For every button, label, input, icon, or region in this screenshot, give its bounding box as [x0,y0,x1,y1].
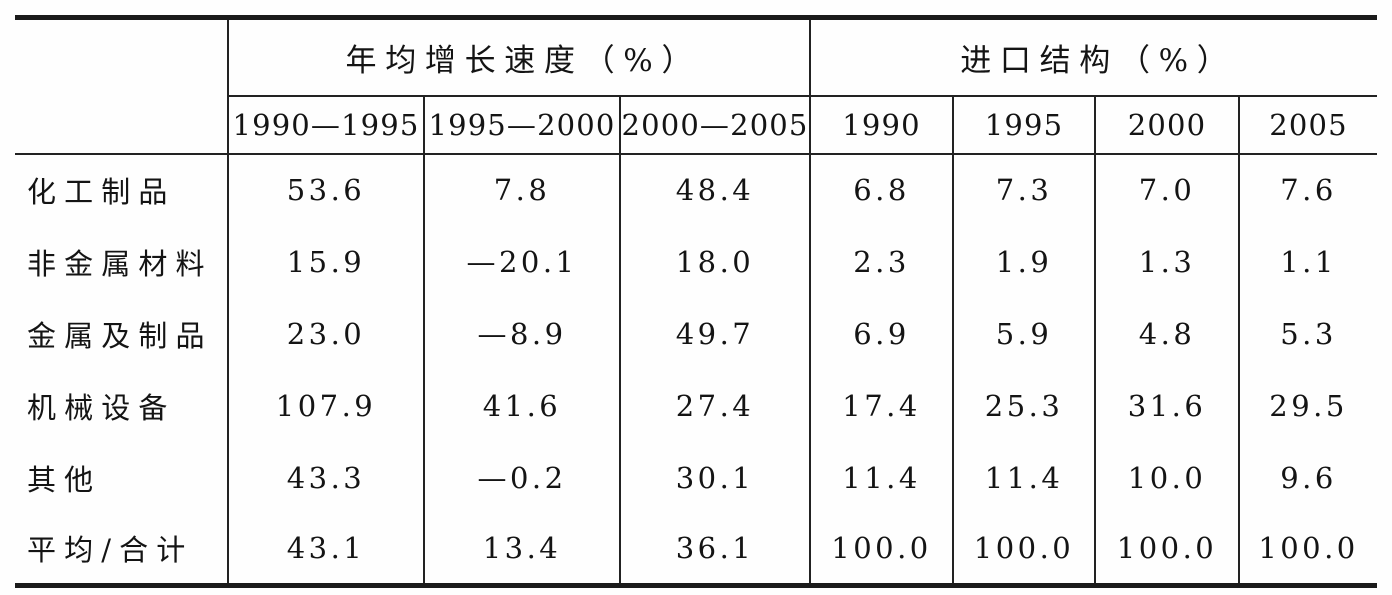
value-cell: —0.2 [424,441,621,514]
value-cell: 17.4 [810,369,955,442]
row-label-cell: 平均/合计 [15,513,229,586]
value-cell: 48.4 [620,153,812,226]
value-cell: 7.8 [424,153,621,226]
value-cell: 10.0 [1095,441,1241,514]
value-cell: 1.1 [1280,244,1337,279]
value-cell: 6.8 [810,153,955,226]
col-header-1995-2000: 1995—2000 [424,95,621,155]
value-cell: 7.3 [953,153,1097,226]
value-cell: 100.0 [1095,513,1241,586]
value-cell: 30.1 [620,441,812,514]
value-cell: 11.4 [953,441,1097,514]
value-cell: 7.0 [1095,153,1241,226]
value-cell: 36.1 [620,513,812,586]
value-cell: 2.3 [810,225,955,298]
value-cell: 49.7 [620,297,812,370]
value-cell: 18.0 [620,225,812,298]
col-header-1990: 1990 [810,95,955,155]
row-label-cell: 非金属材料 [15,225,229,298]
col-header-2000: 2000 [1095,95,1241,155]
table-row: 机械设备 107.9 41.6 27.4 17.4 25.3 31.6 29.5 [15,369,1377,442]
value-cell: 5.3 [1280,316,1337,351]
value-cell: 15.9 [228,225,425,298]
row-label-cell: 其他 [15,441,229,514]
col-header-2005: 2005 [1239,95,1378,155]
table-row: 非金属材料 15.9 —20.1 18.0 2.3 1.9 1.3 1.1 [15,225,1377,298]
value-cell: 107.9 [228,369,425,442]
table-row: 化工制品 53.6 7.8 48.4 6.8 7.3 7.0 7.6 [15,153,1377,226]
table-row: 金属及制品 23.0 —8.9 49.7 6.9 5.9 4.8 5.3 [15,297,1377,370]
col-header-1990-1995: 1990—1995 [228,95,425,155]
statistics-table: 年均增长速度（%） 进口结构（%） 1990—1995 1995—2000 20… [15,15,1378,588]
col-header-2000-2005: 2000—2005 [620,95,812,155]
value-cell: —8.9 [424,297,621,370]
value-cell: 43.3 [228,441,425,514]
value-cell: —20.1 [424,225,621,298]
value-cell: 7.6 [1280,173,1337,207]
value-cell: 4.8 [1095,297,1241,370]
header-group-row: 年均增长速度（%） 进口结构（%） [15,17,1378,155]
value-cell: 100.0 [1258,531,1359,566]
value-cell: 43.1 [228,513,425,586]
table-sheet: 年均增长速度（%） 进口结构（%） 1990—1995 1995—2000 20… [15,15,1378,588]
corner-cell [15,17,229,155]
value-cell: 6.9 [810,297,955,370]
value-cell: 23.0 [228,297,425,370]
row-label-cell: 化工制品 [15,153,229,226]
value-cell: 41.6 [424,369,621,442]
value-cell: 29.5 [1269,388,1348,423]
row-label-cell: 机械设备 [15,369,229,442]
table-row: 平均/合计 43.1 13.4 36.1 100.0 100.0 100.0 1… [15,513,1377,586]
value-cell: 53.6 [228,153,425,226]
column-group-growth: 年均增长速度（%） [228,17,812,97]
col-header-1995: 1995 [953,95,1097,155]
value-cell: 5.9 [953,297,1097,370]
value-cell: 13.4 [424,513,621,586]
value-cell: 100.0 [810,513,955,586]
value-cell: 27.4 [620,369,812,442]
value-cell: 31.6 [1095,369,1241,442]
value-cell: 1.9 [953,225,1097,298]
value-cell: 9.6 [1280,460,1337,495]
table-row: 其他 43.3 —0.2 30.1 11.4 11.4 10.0 9.6 [15,441,1377,514]
value-cell: 11.4 [810,441,955,514]
value-cell: 100.0 [953,513,1097,586]
column-group-import-structure: 进口结构（%） [810,17,1378,97]
value-cell: 25.3 [953,369,1097,442]
header-years-row: 1990—1995 1995—2000 2000—2005 1990 1995 … [15,95,1378,155]
row-label-cell: 金属及制品 [15,297,229,370]
value-cell: 1.3 [1095,225,1241,298]
